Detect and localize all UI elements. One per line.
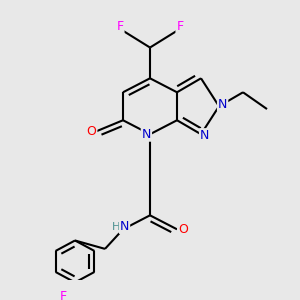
Text: N: N — [218, 98, 227, 110]
Text: O: O — [178, 223, 188, 236]
Text: N: N — [200, 129, 209, 142]
Text: H: H — [112, 221, 121, 232]
Text: N: N — [120, 220, 129, 233]
Text: F: F — [59, 290, 67, 300]
Text: N: N — [142, 128, 151, 141]
Text: O: O — [87, 125, 96, 138]
Text: F: F — [116, 20, 124, 33]
Text: F: F — [176, 20, 184, 33]
